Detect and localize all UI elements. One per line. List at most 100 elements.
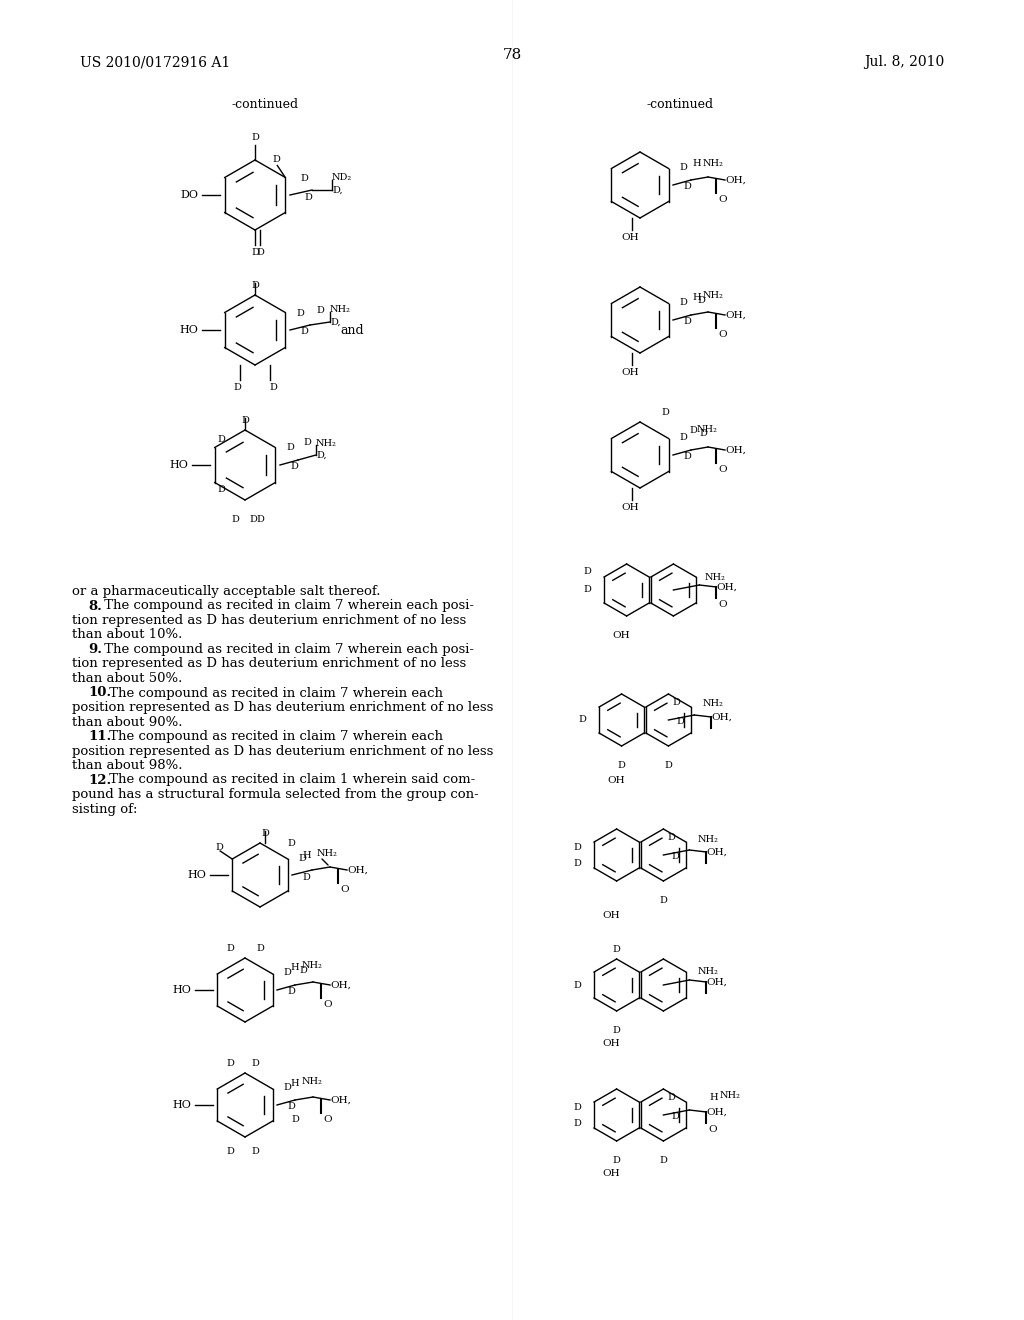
Text: NH₂: NH₂ [702,700,723,709]
Text: HO: HO [179,325,198,335]
Text: D: D [304,193,312,202]
Text: H: H [709,1093,718,1101]
Text: OH: OH [612,631,631,640]
Text: D: D [298,854,306,863]
Text: D: D [302,873,310,882]
Text: D: D [316,306,324,315]
Text: ND₂: ND₂ [332,173,352,181]
Text: D: D [573,1118,582,1127]
Text: O: O [718,465,727,474]
Text: D,: D, [330,318,341,326]
Text: O: O [323,1115,332,1125]
Text: H: H [692,293,701,302]
Text: 8.: 8. [88,599,101,612]
Text: 78: 78 [503,48,521,62]
Text: NH₂: NH₂ [697,966,718,975]
Text: H: H [303,850,311,859]
Text: OH: OH [603,1039,621,1048]
Text: O: O [340,884,348,894]
Text: D: D [299,966,307,975]
Text: position represented as D has deuterium enrichment of no less: position represented as D has deuterium … [72,701,494,714]
Text: NH₂: NH₂ [720,1090,740,1100]
Text: D: D [256,944,264,953]
Text: or a pharmaceutically acceptable salt thereof.: or a pharmaceutically acceptable salt th… [72,585,381,598]
Text: OH,: OH, [707,978,727,986]
Text: D: D [283,968,291,977]
Text: H: H [291,1078,299,1088]
Text: D: D [290,462,298,471]
Text: OH,: OH, [717,582,737,591]
Text: The compound as recited in claim 7 wherein each posi-: The compound as recited in claim 7 where… [99,599,473,612]
Text: D: D [300,174,308,183]
Text: D: D [683,317,691,326]
Text: D: D [612,945,621,954]
Text: OH,: OH, [725,176,745,185]
Text: D: D [241,416,249,425]
Text: H: H [692,158,701,168]
Text: NH₂: NH₂ [317,849,338,858]
Text: than about 10%.: than about 10%. [72,628,182,642]
Text: D: D [215,843,223,853]
Text: NH₂: NH₂ [703,158,724,168]
Text: NH₂: NH₂ [703,292,724,301]
Text: D: D [287,840,295,847]
Text: D,: D, [316,450,327,459]
Text: D: D [283,1082,291,1092]
Text: NH₂: NH₂ [697,834,718,843]
Text: D,: D, [332,186,343,194]
Text: O: O [718,195,727,205]
Text: D: D [662,408,669,417]
Text: OH,: OH, [707,1107,727,1117]
Text: NH₂: NH₂ [302,1077,323,1085]
Text: OH,: OH, [330,981,351,990]
Text: D: D [673,698,680,708]
Text: position represented as D has deuterium enrichment of no less: position represented as D has deuterium … [72,744,494,758]
Text: The compound as recited in claim 7 wherein each: The compound as recited in claim 7 where… [105,686,443,700]
Text: D: D [272,154,281,164]
Text: OH,: OH, [725,310,745,319]
Text: OH: OH [603,1170,621,1177]
Text: D: D [573,858,582,867]
Text: D: D [226,1147,233,1156]
Text: Jul. 8, 2010: Jul. 8, 2010 [864,55,944,69]
Text: O: O [709,1125,717,1134]
Text: OH: OH [622,368,639,378]
Text: D: D [659,896,668,906]
Text: D: D [677,717,684,726]
Text: O: O [323,1001,332,1008]
Text: D: D [672,851,679,861]
Text: NH₂: NH₂ [697,425,718,434]
Text: tion represented as D has deuterium enrichment of no less: tion represented as D has deuterium enri… [72,657,466,671]
Text: HO: HO [187,870,206,880]
Text: 11.: 11. [88,730,112,743]
Text: D: D [683,451,691,461]
Text: D: D [251,281,259,290]
Text: D: D [256,515,264,524]
Text: DO: DO [180,190,198,201]
Text: The compound as recited in claim 7 wherein each: The compound as recited in claim 7 where… [105,730,443,743]
Text: OH: OH [622,234,639,242]
Text: than about 90%.: than about 90%. [72,715,182,729]
Text: D: D [251,133,259,143]
Text: OH,: OH, [347,866,368,874]
Text: D: D [226,944,233,953]
Text: D: D [689,426,697,436]
Text: D: D [584,586,591,594]
Text: pound has a structural formula selected from the group con-: pound has a structural formula selected … [72,788,479,801]
Text: -continued: -continued [646,99,714,111]
Text: OH,: OH, [725,446,745,454]
Text: HO: HO [169,459,188,470]
Text: D: D [679,433,687,442]
Text: D: D [269,383,276,392]
Text: D: D [226,1059,233,1068]
Text: D: D [617,762,626,770]
Text: HO: HO [172,985,191,995]
Text: D: D [217,486,225,495]
Text: The compound as recited in claim 7 wherein each posi-: The compound as recited in claim 7 where… [99,643,473,656]
Text: OH,: OH, [707,847,727,857]
Text: D: D [665,762,673,770]
Text: D: D [256,248,264,257]
Text: than about 50%.: than about 50%. [72,672,182,685]
Text: D: D [573,1102,582,1111]
Text: NH₂: NH₂ [302,961,323,970]
